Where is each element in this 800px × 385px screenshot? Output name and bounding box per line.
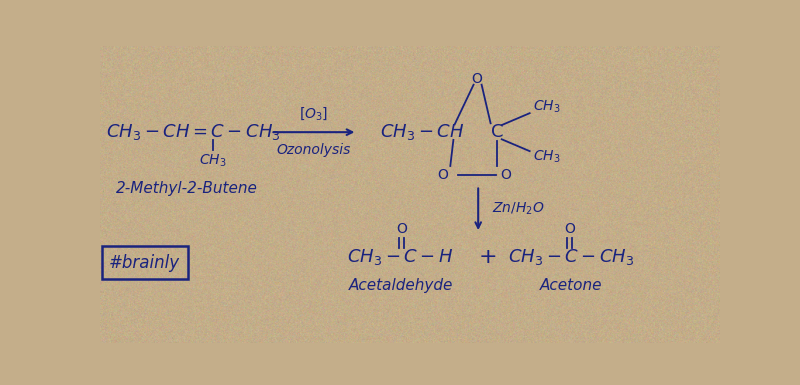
Text: O: O [437, 168, 448, 182]
Text: $CH_3-C-H$: $CH_3-C-H$ [347, 247, 454, 267]
Text: Ozonolysis: Ozonolysis [277, 143, 351, 157]
Text: $CH_3-CH=C-CH_3$: $CH_3-CH=C-CH_3$ [106, 122, 280, 142]
Text: +: + [478, 247, 497, 267]
Text: $CH_3$: $CH_3$ [199, 152, 226, 169]
Text: $Zn/H_2O$: $Zn/H_2O$ [492, 201, 545, 218]
Text: $CH_3-C-CH_3$: $CH_3-C-CH_3$ [508, 247, 634, 267]
Text: Acetaldehyde: Acetaldehyde [349, 278, 453, 293]
Text: O: O [471, 72, 482, 86]
Text: Acetone: Acetone [540, 278, 602, 293]
Text: $CH_3-CH$: $CH_3-CH$ [380, 122, 465, 142]
Text: C: C [490, 123, 503, 141]
Text: 2-Methyl-2-Butene: 2-Methyl-2-Butene [116, 181, 258, 196]
Text: O: O [397, 222, 407, 236]
Text: O: O [501, 168, 511, 182]
Text: $CH_3$: $CH_3$ [533, 99, 560, 116]
Text: $[O_3]$: $[O_3]$ [299, 105, 329, 122]
Text: O: O [565, 222, 575, 236]
Text: $CH_3$: $CH_3$ [533, 149, 560, 165]
Text: #brainly: #brainly [109, 254, 180, 271]
